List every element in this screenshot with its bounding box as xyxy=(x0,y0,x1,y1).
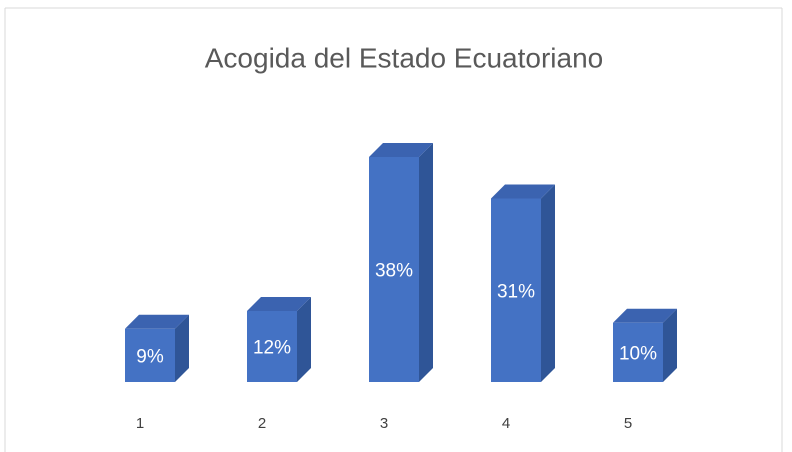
data-label: 31% xyxy=(497,281,535,302)
bar xyxy=(491,184,555,382)
bar-front xyxy=(369,157,419,382)
bar xyxy=(613,308,677,382)
bar-side xyxy=(663,308,677,382)
bar-front xyxy=(613,322,663,382)
bar xyxy=(125,314,189,382)
bar-top xyxy=(491,184,555,199)
bar-top xyxy=(247,296,311,311)
x-tick-label: 2 xyxy=(258,415,266,432)
chart-title: Acogida del Estado Ecuatoriano xyxy=(205,42,604,73)
bar xyxy=(369,143,433,382)
x-tick-label: 1 xyxy=(136,415,144,432)
bar-side xyxy=(175,314,189,382)
bar-top xyxy=(613,308,677,323)
data-label: 12% xyxy=(253,337,291,358)
bar-side xyxy=(419,143,433,382)
bar-top xyxy=(125,314,189,329)
data-label: 38% xyxy=(375,261,413,282)
x-tick-label: 4 xyxy=(502,415,510,432)
data-label: 9% xyxy=(136,346,164,367)
bar xyxy=(247,296,311,382)
data-label: 10% xyxy=(619,343,657,364)
bar-front xyxy=(491,198,541,382)
bar-top xyxy=(369,143,433,158)
bar-front xyxy=(247,310,297,382)
bar-front xyxy=(125,328,175,382)
bar-side xyxy=(541,184,555,382)
x-tick-label: 5 xyxy=(624,415,632,432)
bar-side xyxy=(297,296,311,382)
x-tick-label: 3 xyxy=(380,415,388,432)
